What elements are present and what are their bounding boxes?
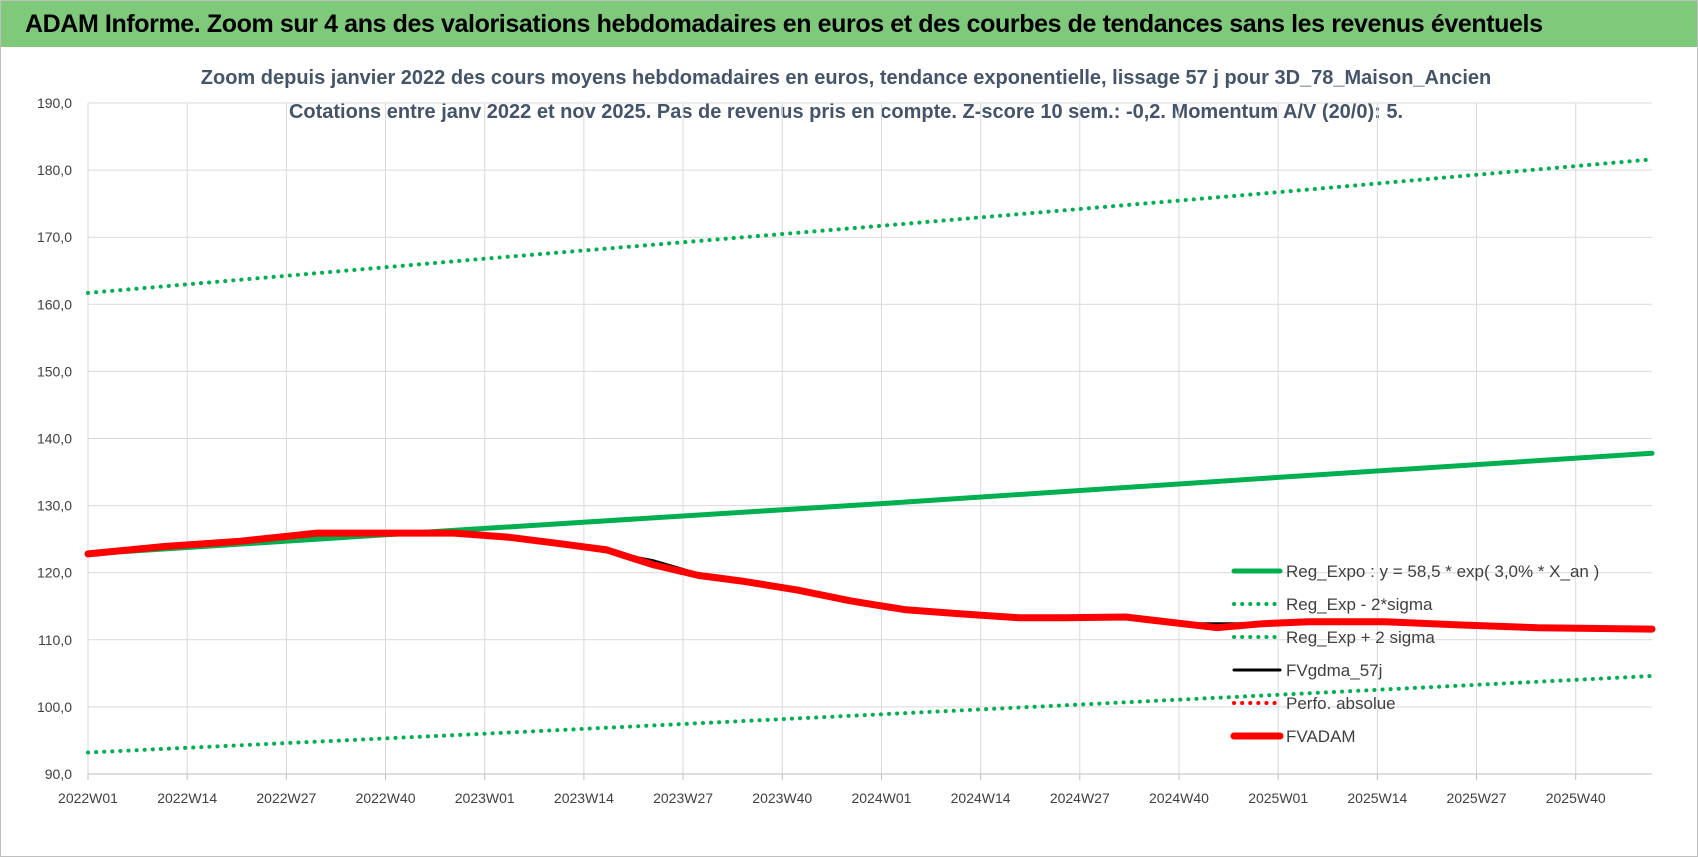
x-tick-label: 2023W14 bbox=[554, 790, 614, 806]
x-tick-label: 2025W01 bbox=[1248, 790, 1308, 806]
legend-label: FVgdma_57j bbox=[1286, 661, 1382, 680]
legend-label: FVADAM bbox=[1286, 727, 1356, 746]
legend: Reg_Expo : y = 58,5 * exp( 3,0% * X_an )… bbox=[1230, 562, 1599, 746]
series-line-fvadam bbox=[84, 529, 1656, 633]
y-tick-label: 180,0 bbox=[37, 162, 72, 178]
series-line-reg-expo-y-58-5-exp-3-0-x-an bbox=[85, 450, 1655, 557]
series-lines bbox=[84, 157, 1656, 755]
gridlines bbox=[87, 102, 1652, 775]
y-tick-label: 110,0 bbox=[38, 632, 72, 648]
y-tick-label: 170,0 bbox=[37, 229, 72, 245]
chart-title-line2: Cotations entre janv 2022 et nov 2025. P… bbox=[289, 101, 1403, 123]
x-tick-label: 2025W27 bbox=[1447, 790, 1507, 806]
x-tick-label: 2023W01 bbox=[455, 790, 515, 806]
x-tick-label: 2025W40 bbox=[1546, 790, 1606, 806]
x-tick-label: 2024W14 bbox=[951, 790, 1011, 806]
y-tick-label: 150,0 bbox=[37, 363, 72, 379]
y-tick-label: 130,0 bbox=[37, 498, 72, 514]
series-line-reg-exp-2-sigma bbox=[86, 674, 1654, 755]
x-tick-label: 2023W27 bbox=[653, 790, 713, 806]
axes: 90,0 100,0 110,0 120,0 130,0 140,0 150,0 160,0 1… bbox=[37, 95, 1652, 806]
legend-label: Reg_Expo : y = 58,5 * exp( 3,0% * X_an ) bbox=[1286, 562, 1599, 581]
y-tick-label: 120,0 bbox=[37, 565, 72, 581]
x-tick-label: 2023W40 bbox=[752, 790, 812, 806]
x-tick-label: 2024W27 bbox=[1050, 790, 1110, 806]
x-tick-label: 2022W14 bbox=[157, 790, 217, 806]
legend-label: Reg_Exp - 2*sigma bbox=[1286, 595, 1433, 614]
x-tick-label: 2024W40 bbox=[1149, 790, 1209, 806]
series-line-fvgdma-57j bbox=[86, 532, 1654, 631]
x-tick-label: 2025W14 bbox=[1347, 790, 1407, 806]
x-tick-label: 2022W40 bbox=[356, 790, 416, 806]
y-tick-label: 140,0 bbox=[37, 431, 72, 447]
x-tick-label: 2022W01 bbox=[58, 790, 118, 806]
y-tick-label: 90,0 bbox=[45, 766, 72, 782]
y-tick-label: 160,0 bbox=[37, 296, 72, 312]
report-banner: ADAM Informe. Zoom sur 4 ans des valoris… bbox=[1, 1, 1697, 47]
chart-title-line1: Zoom depuis janvier 2022 des cours moyen… bbox=[201, 67, 1491, 89]
legend-label: Reg_Exp + 2 sigma bbox=[1286, 628, 1435, 647]
legend-label: Perfo. absolue bbox=[1286, 694, 1396, 713]
x-tick-label: 2022W27 bbox=[256, 790, 316, 806]
series-line-reg-exp-2-sigma bbox=[86, 157, 1654, 295]
x-tick-label: 2024W01 bbox=[851, 790, 911, 806]
y-tick-label: 100,0 bbox=[37, 699, 72, 715]
report-title: ADAM Informe. Zoom sur 4 ans des valoris… bbox=[25, 10, 1543, 38]
y-tick-label: 190,0 bbox=[37, 95, 72, 111]
